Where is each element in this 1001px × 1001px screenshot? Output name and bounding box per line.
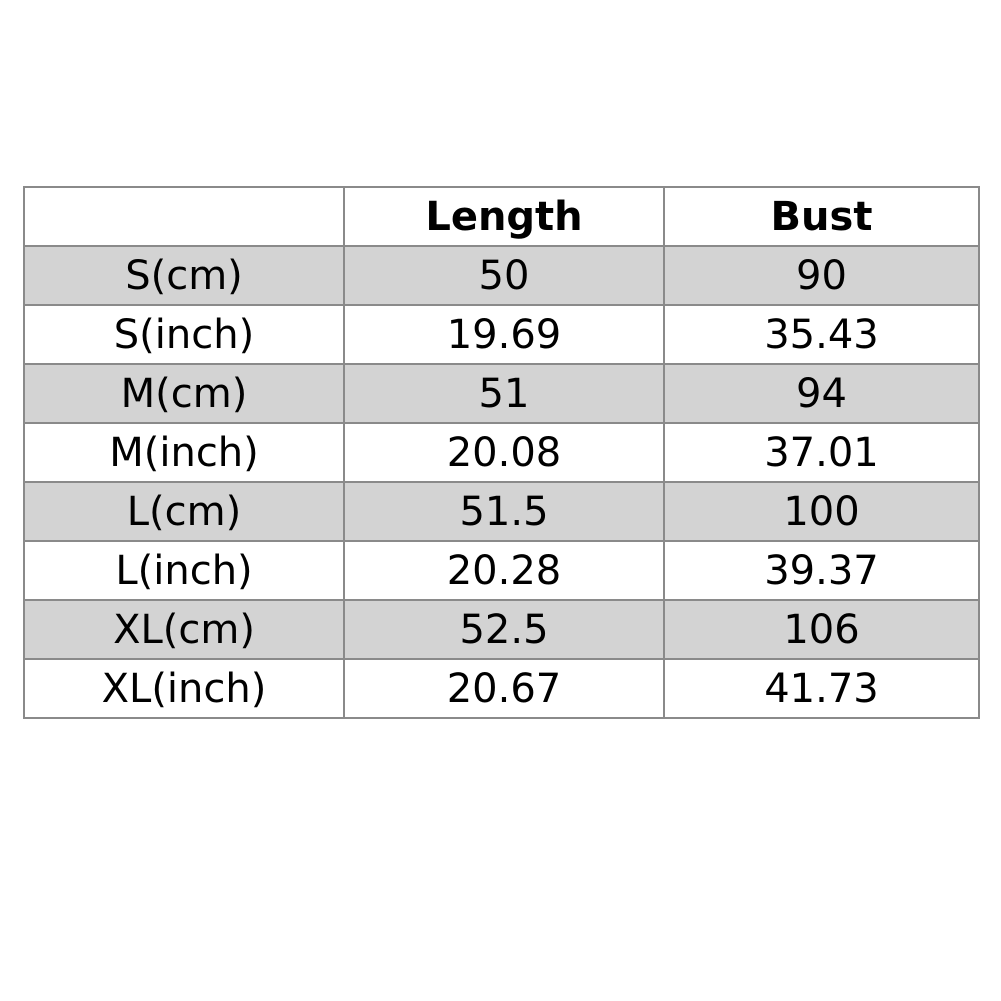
size-cell: L(inch) <box>23 540 345 601</box>
length-cell: 20.28 <box>343 540 665 601</box>
size-cell: M(inch) <box>23 422 345 483</box>
size-cell: L(cm) <box>23 481 345 542</box>
length-cell: 51 <box>343 363 665 424</box>
table-row: M(inch) 20.08 37.01 <box>23 422 980 483</box>
bust-cell: 94 <box>663 363 980 424</box>
bust-cell: 39.37 <box>663 540 980 601</box>
table-row: S(inch) 19.69 35.43 <box>23 304 980 365</box>
bust-cell: 37.01 <box>663 422 980 483</box>
header-row: Length Bust <box>23 186 980 247</box>
length-cell: 52.5 <box>343 599 665 660</box>
bust-cell: 100 <box>663 481 980 542</box>
header-cell-empty <box>23 186 345 247</box>
table-row: XL(cm) 52.5 106 <box>23 599 980 660</box>
table-row: L(inch) 20.28 39.37 <box>23 540 980 601</box>
length-cell: 50 <box>343 245 665 306</box>
length-cell: 51.5 <box>343 481 665 542</box>
table-row: M(cm) 51 94 <box>23 363 980 424</box>
size-cell: XL(cm) <box>23 599 345 660</box>
header-cell-bust: Bust <box>663 186 980 247</box>
table-row: XL(inch) 20.67 41.73 <box>23 658 980 719</box>
header-cell-length: Length <box>343 186 665 247</box>
size-cell: M(cm) <box>23 363 345 424</box>
length-cell: 20.08 <box>343 422 665 483</box>
table-row: L(cm) 51.5 100 <box>23 481 980 542</box>
size-cell: S(inch) <box>23 304 345 365</box>
size-cell: S(cm) <box>23 245 345 306</box>
size-chart-table: Length Bust S(cm) 50 90 S(inch) 19.69 35.43 M(… <box>23 186 980 719</box>
table-row: S(cm) 50 90 <box>23 245 980 306</box>
bust-cell: 90 <box>663 245 980 306</box>
bust-cell: 41.73 <box>663 658 980 719</box>
length-cell: 20.67 <box>343 658 665 719</box>
size-cell: XL(inch) <box>23 658 345 719</box>
length-cell: 19.69 <box>343 304 665 365</box>
bust-cell: 106 <box>663 599 980 660</box>
bust-cell: 35.43 <box>663 304 980 365</box>
